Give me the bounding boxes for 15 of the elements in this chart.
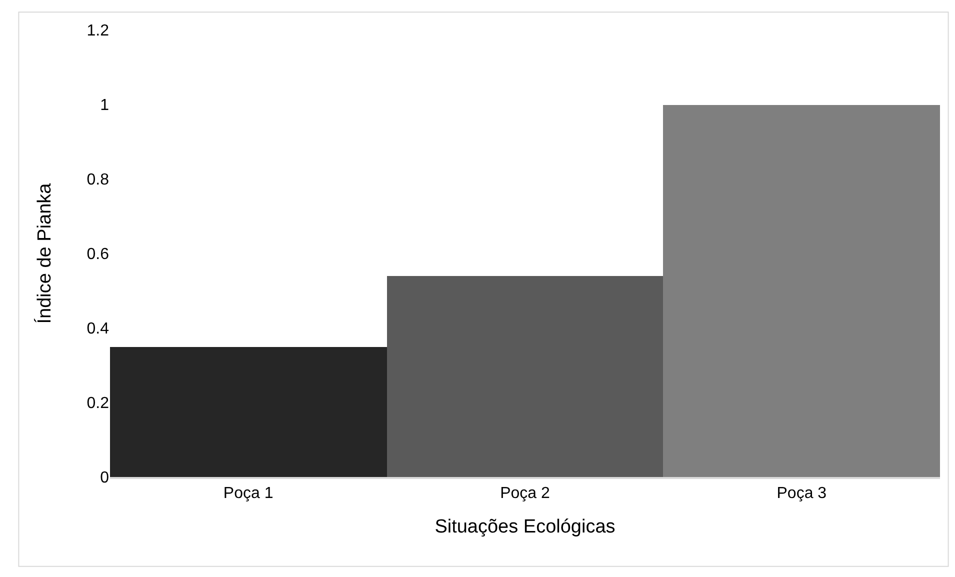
x-tick-label: Poça 1 bbox=[223, 485, 274, 502]
y-tick-label: 0 bbox=[100, 470, 110, 487]
y-tick-label: 0.4 bbox=[86, 320, 110, 338]
x-tick-label: Poça 3 bbox=[776, 485, 827, 502]
bar bbox=[387, 276, 663, 477]
y-tick-label: 1.2 bbox=[86, 22, 110, 40]
y-tick-label: 0.6 bbox=[86, 246, 110, 264]
y-axis-title: Índice de Pianka bbox=[34, 182, 56, 324]
y-tick-label: 0.2 bbox=[86, 395, 110, 412]
y-tick-label: 0.8 bbox=[86, 172, 110, 189]
bar bbox=[663, 105, 940, 477]
x-tick-label: Poça 2 bbox=[500, 485, 550, 502]
y-tick-label: 1 bbox=[100, 97, 110, 114]
x-axis-title: Situações Ecológicas bbox=[434, 516, 616, 538]
bar bbox=[110, 347, 387, 477]
